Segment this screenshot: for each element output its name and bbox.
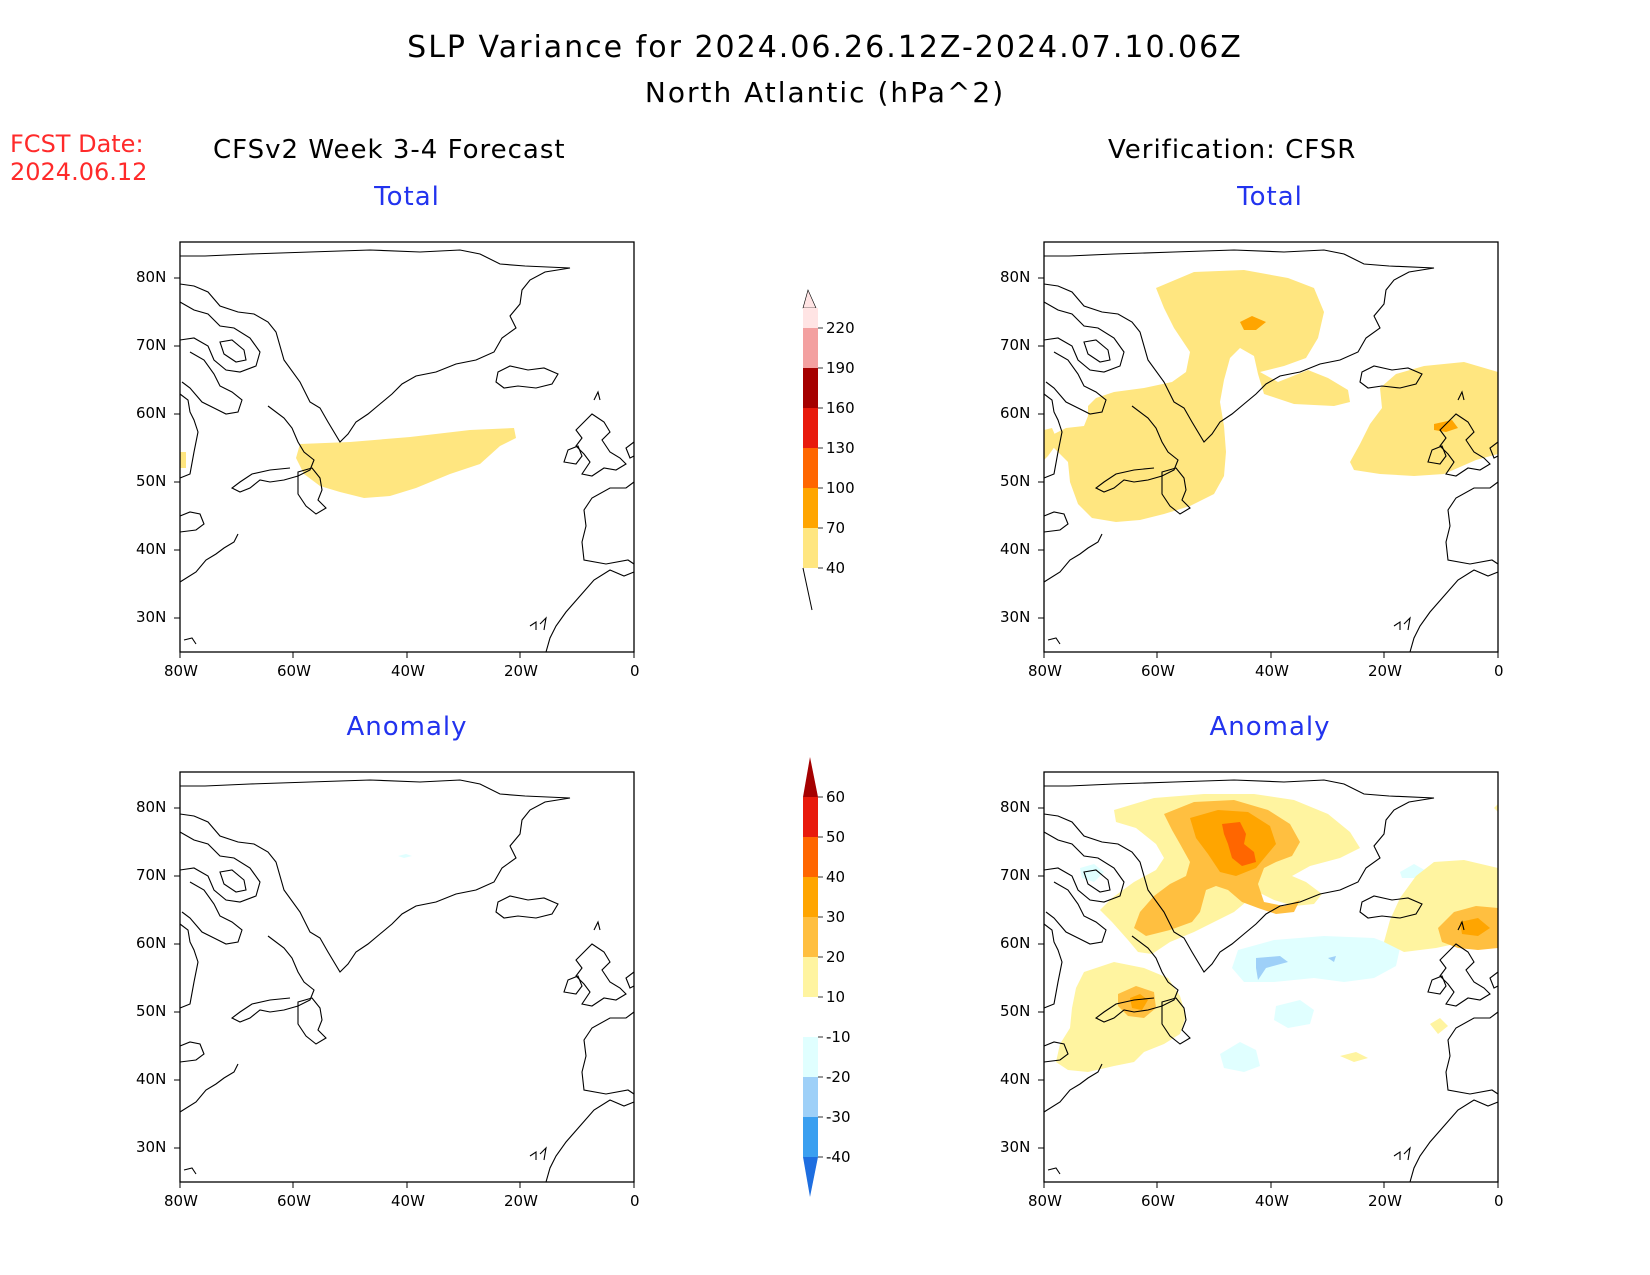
colorbar-anomaly-label: 60	[826, 788, 846, 806]
colorbar-anomaly-label: -10	[826, 1028, 851, 1046]
lat-label: 80N	[136, 268, 167, 286]
map-verification-anomaly	[1043, 771, 1499, 1183]
lat-label: 50N	[136, 1002, 167, 1020]
lon-label: 20W	[504, 662, 538, 680]
lon-label: 0	[630, 662, 640, 680]
lat-label: 30N	[136, 1138, 167, 1156]
anomaly-contour-neg20	[1256, 956, 1288, 980]
main-title: SLP Variance for 2024.06.26.12Z-2024.07.…	[407, 30, 1243, 65]
lat-label: 70N	[1000, 336, 1031, 354]
colorbar-total-label: 190	[826, 359, 855, 377]
lon-label: 40W	[1255, 1192, 1289, 1210]
colorbar-anomaly-label: -40	[826, 1148, 851, 1166]
lat-label: 50N	[1000, 472, 1031, 490]
lon-label: 40W	[1255, 662, 1289, 680]
colorbar-anomaly	[803, 757, 823, 1197]
panel-title-forecast-total: Total	[374, 182, 440, 212]
lat-label: 60N	[1000, 934, 1031, 952]
panel-title-verification-total: Total	[1237, 182, 1303, 212]
lat-label: 60N	[136, 934, 167, 952]
colorbar-anomaly-label: 20	[826, 948, 846, 966]
lon-label: 60W	[277, 662, 311, 680]
lat-label: 30N	[136, 608, 167, 626]
axis-ticks	[174, 277, 1499, 1188]
right-column-title: Verification: CFSR	[1108, 135, 1357, 165]
map-forecast-total	[179, 241, 635, 653]
lat-label: 30N	[1000, 1138, 1031, 1156]
variance-contour-40-west	[1048, 270, 1350, 522]
colorbar-total-label: 100	[826, 479, 855, 497]
map-forecast-anomaly	[179, 771, 635, 1183]
colorbar-anomaly-label: -30	[826, 1108, 851, 1126]
lon-label: 0	[1494, 1192, 1504, 1210]
lat-label: 30N	[1000, 608, 1031, 626]
anomaly-contour-30-europe	[1460, 918, 1490, 936]
lon-label: 60W	[1141, 662, 1175, 680]
anomaly-contour-neg10	[398, 854, 412, 858]
anomaly-contour-30-canada	[1130, 994, 1148, 1010]
lon-label: 60W	[277, 1192, 311, 1210]
lon-label: 40W	[391, 1192, 425, 1210]
colorbar-anomaly-label: 30	[826, 908, 846, 926]
variance-contour-40	[296, 428, 516, 498]
lat-label: 70N	[1000, 866, 1031, 884]
panel-title-forecast-anomaly: Anomaly	[346, 712, 468, 742]
lat-label: 60N	[136, 404, 167, 422]
anomaly-contour-neg20-small	[1328, 956, 1336, 962]
colorbar-total-label: 160	[826, 399, 855, 417]
variance-contour-40-edge	[180, 452, 186, 468]
anomaly-contour-40	[1222, 822, 1256, 866]
left-column-title: CFSv2 Week 3-4 Forecast	[213, 135, 566, 165]
variance-contour-40-east	[1350, 362, 1498, 476]
colorbar-anomaly-label: -20	[826, 1068, 851, 1086]
fcst-date-label: FCST Date:	[10, 130, 144, 158]
colorbar-anomaly-label: 10	[826, 988, 846, 1006]
colorbar-total-label: 130	[826, 439, 855, 457]
lon-label: 20W	[504, 1192, 538, 1210]
lat-label: 40N	[136, 540, 167, 558]
lat-label: 70N	[136, 336, 167, 354]
colorbar-anomaly-label: 40	[826, 868, 846, 886]
lon-label: 80W	[164, 1192, 198, 1210]
lon-label: 60W	[1141, 1192, 1175, 1210]
lon-label: 0	[630, 1192, 640, 1210]
lon-label: 20W	[1368, 1192, 1402, 1210]
fcst-date-value: 2024.06.12	[10, 158, 148, 186]
lat-label: 80N	[1000, 798, 1031, 816]
lat-label: 60N	[1000, 404, 1031, 422]
lon-label: 20W	[1368, 662, 1402, 680]
lon-label: 80W	[164, 662, 198, 680]
lat-label: 70N	[136, 866, 167, 884]
colorbar-total-label: 220	[826, 319, 855, 337]
lat-label: 50N	[1000, 1002, 1031, 1020]
lat-label: 40N	[136, 1070, 167, 1088]
variance-contour-40-edge	[1044, 428, 1058, 460]
lon-label: 0	[1494, 662, 1504, 680]
lat-label: 40N	[1000, 540, 1031, 558]
lon-label: 80W	[1028, 1192, 1062, 1210]
variance-contour-70-europe	[1434, 420, 1458, 432]
map-verification-total	[1043, 241, 1499, 653]
main-subtitle: North Atlantic (hPa^2)	[644, 76, 1006, 109]
colorbar-total-label: 70	[826, 519, 846, 537]
variance-contour-70-greenland	[1240, 316, 1266, 330]
lat-label: 80N	[1000, 268, 1031, 286]
lon-label: 40W	[391, 662, 425, 680]
lat-label: 40N	[1000, 1070, 1031, 1088]
colorbar-anomaly-label: 50	[826, 828, 846, 846]
colorbar-total	[802, 289, 823, 611]
colorbar-total-label: 40	[826, 559, 846, 577]
lon-label: 80W	[1028, 662, 1062, 680]
panel-title-verification-anomaly: Anomaly	[1209, 712, 1331, 742]
lat-label: 50N	[136, 472, 167, 490]
lat-label: 80N	[136, 798, 167, 816]
